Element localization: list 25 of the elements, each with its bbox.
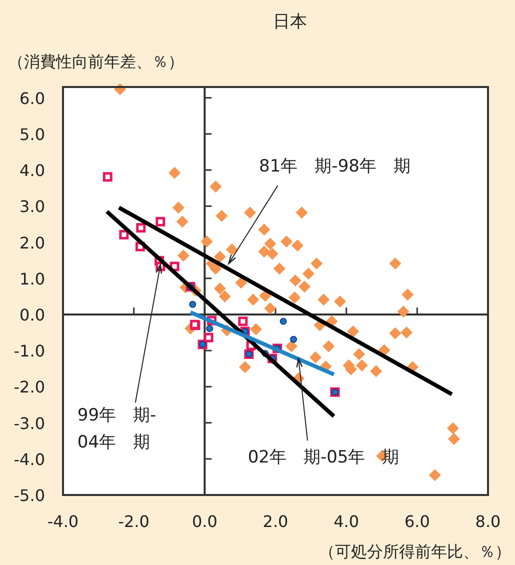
y-tick-label: 3.0 xyxy=(20,197,45,216)
y-tick-label: 0.0 xyxy=(20,305,45,324)
annotation: 81年 期-98年 期 xyxy=(259,156,410,177)
x-tick-label: 8.0 xyxy=(475,512,501,531)
chart-title: 日本 xyxy=(273,12,307,32)
y-tick-label: -3.0 xyxy=(14,414,45,433)
annotation: 02年 期-05年 期 xyxy=(248,448,400,468)
y-tick-label: -1.0 xyxy=(14,342,45,361)
x-tick-label: 0.0 xyxy=(192,512,218,531)
y-tick-label: 6.0 xyxy=(20,88,45,108)
y-tick-label: 1.0 xyxy=(20,269,45,288)
y-tick-label: 2.0 xyxy=(20,233,45,252)
y-tick-label: 5.0 xyxy=(20,124,45,144)
y-tick-label: -5.0 xyxy=(14,486,45,505)
y-tick-label: -4.0 xyxy=(14,450,45,469)
y-tick-label: 4.0 xyxy=(20,161,45,180)
x-tick-label: 6.0 xyxy=(404,512,430,531)
y-axis-title: （消費性向前年差、％） xyxy=(8,52,184,71)
x-tick-label: -2.0 xyxy=(118,512,150,531)
x-tick-label: 2.0 xyxy=(262,512,288,531)
x-axis-title: （可処分所得前年比、％） xyxy=(319,542,511,561)
x-tick-label: -4.0 xyxy=(47,512,79,531)
annotation: 99年 期- 04年 期 xyxy=(77,406,156,453)
y-tick-label: -2.0 xyxy=(14,378,45,397)
x-tick-label: 4.0 xyxy=(334,512,360,531)
